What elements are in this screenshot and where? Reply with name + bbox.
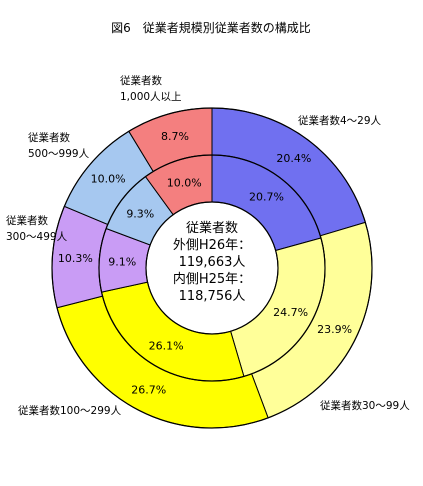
outer-pct-label-500-999: 10.0% — [91, 173, 126, 186]
inner-pct-label-500-999: 9.3% — [126, 208, 154, 221]
category-label-1000-plus: 従業者数 1,000人以上 — [120, 74, 182, 103]
inner-pct-label-300-499: 9.1% — [108, 256, 136, 269]
outer-pct-label-1000-plus: 8.7% — [161, 130, 189, 143]
ring-border-3 — [145, 201, 279, 335]
chart-title: 図6 従業者規模別従業者数の構成比 — [111, 20, 311, 35]
center-text-line-5: 118,756人 — [179, 289, 246, 304]
center-text-line-4: 内側H25年： — [173, 271, 251, 287]
inner-pct-label-100-299: 26.1% — [149, 339, 184, 352]
ring-border-2 — [98, 154, 326, 382]
category-label-30-99: 従業者数30～99人 — [320, 399, 410, 412]
center-text-line-1: 従業者数 — [186, 220, 238, 236]
outer-pct-label-300-499: 10.3% — [58, 252, 93, 265]
inner-pct-label-4-29: 20.7% — [249, 190, 284, 203]
outer-pct-label-4-29: 20.4% — [276, 152, 311, 165]
inner-pct-label-1000-plus: 10.0% — [167, 176, 202, 189]
inner-pct-label-30-99: 24.7% — [273, 306, 308, 319]
center-text-line-2: 外側H26年： — [173, 238, 251, 253]
category-label-4-29: 従業者数4～29人 — [298, 114, 382, 127]
outer-pct-label-100-299: 26.7% — [131, 384, 166, 397]
ring-border-1 — [51, 107, 373, 429]
category-label-100-299: 従業者数100～299人 — [18, 404, 122, 417]
outer-pct-label-30-99: 23.9% — [317, 323, 352, 336]
category-label-300-499: 従業者数 300～499人 — [6, 214, 68, 243]
center-text-line-3: 119,663人 — [179, 255, 246, 270]
category-label-500-999: 従業者数 500～999人 — [28, 131, 90, 160]
